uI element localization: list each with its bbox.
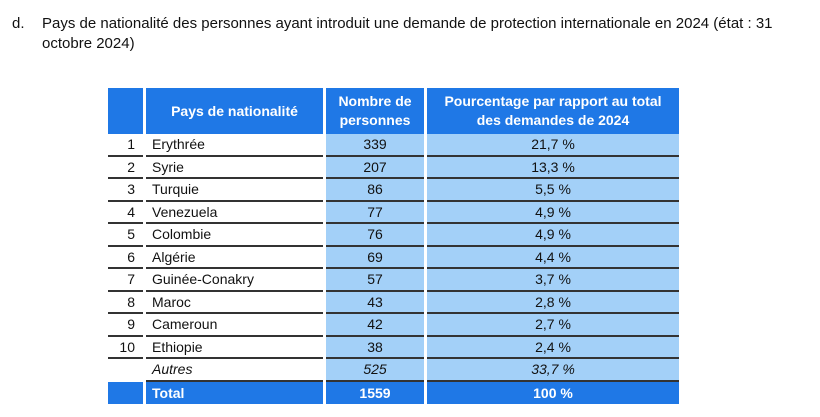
table-row: 4 Venezuela 77 4,9 % [108,201,679,224]
count-cell: 339 [326,134,424,157]
percentage-cell: 2,4 % [427,336,679,359]
rank-cell: 4 [108,202,143,224]
country-cell: Syrie [146,157,323,179]
percentage-cell: 4,4 % [427,246,679,269]
country-cell: Autres [146,359,323,382]
count-cell: 207 [326,156,424,179]
country-cell: Colombie [146,224,323,247]
table-row: 2 Syrie 207 13,3 % [108,156,679,179]
percentage-cell: 2,8 % [427,291,679,314]
rank-cell: 6 [108,247,143,269]
rank-cell: 9 [108,314,143,337]
rank-cell: 8 [108,292,143,314]
rank-cell: 7 [108,269,143,292]
percentage-cell: 4,9 % [427,224,679,247]
country-cell: Guinée-Conakry [146,269,323,292]
percentage-cell: 100 % [427,381,679,404]
percentage-cell: 33,7 % [427,359,679,382]
country-cell: Cameroun [146,314,323,337]
country-cell: Erythrée [146,134,323,157]
table-row: 6 Algérie 69 4,4 % [108,246,679,269]
table-header-row: Pays de nationalité Nombre de personnes … [108,88,679,134]
header-rank [108,88,143,134]
count-cell: 57 [326,269,424,292]
count-cell: 86 [326,179,424,202]
rank-cell: 10 [108,337,143,359]
header-count: Nombre de personnes [326,88,424,134]
table-row: 7 Guinée-Conakry 57 3,7 % [108,269,679,292]
country-cell: Algérie [146,247,323,269]
percentage-cell: 2,7 % [427,314,679,337]
table-row: 8 Maroc 43 2,8 % [108,291,679,314]
table-row: 5 Colombie 76 4,9 % [108,224,679,247]
table-row: 10 Ethiopie 38 2,4 % [108,336,679,359]
nationality-table: Pays de nationalité Nombre de personnes … [105,88,682,404]
country-cell: Maroc [146,292,323,314]
count-cell: 1559 [326,381,424,404]
count-cell: 69 [326,246,424,269]
rank-cell [108,359,143,382]
rank-cell: 3 [108,179,143,202]
section-title: Pays de nationalité des personnes ayant … [42,15,773,52]
percentage-cell: 3,7 % [427,269,679,292]
rank-cell: 5 [108,224,143,247]
count-cell: 38 [326,336,424,359]
country-cell: Turquie [146,179,323,202]
header-country: Pays de nationalité [146,88,323,134]
country-cell: Ethiopie [146,337,323,359]
count-cell: 42 [326,314,424,337]
rank-cell: 1 [108,134,143,157]
country-cell: Total [146,381,323,404]
percentage-cell: 5,5 % [427,179,679,202]
section-label: d. [12,15,25,32]
count-cell: 77 [326,201,424,224]
count-cell: 525 [326,359,424,382]
country-cell: Venezuela [146,202,323,224]
count-cell: 76 [326,224,424,247]
total-row: Total 1559 100 % [108,381,679,404]
table-row: 9 Cameroun 42 2,7 % [108,314,679,337]
other-row: Autres 525 33,7 % [108,359,679,382]
rank-cell: 2 [108,157,143,179]
table-row: 3 Turquie 86 5,5 % [108,179,679,202]
percentage-cell: 13,3 % [427,156,679,179]
count-cell: 43 [326,291,424,314]
percentage-cell: 4,9 % [427,201,679,224]
percentage-cell: 21,7 % [427,134,679,157]
table-row: 1 Erythrée 339 21,7 % [108,134,679,157]
rank-cell [108,381,143,404]
header-percentage: Pourcentage par rapport au total des dem… [427,88,679,134]
